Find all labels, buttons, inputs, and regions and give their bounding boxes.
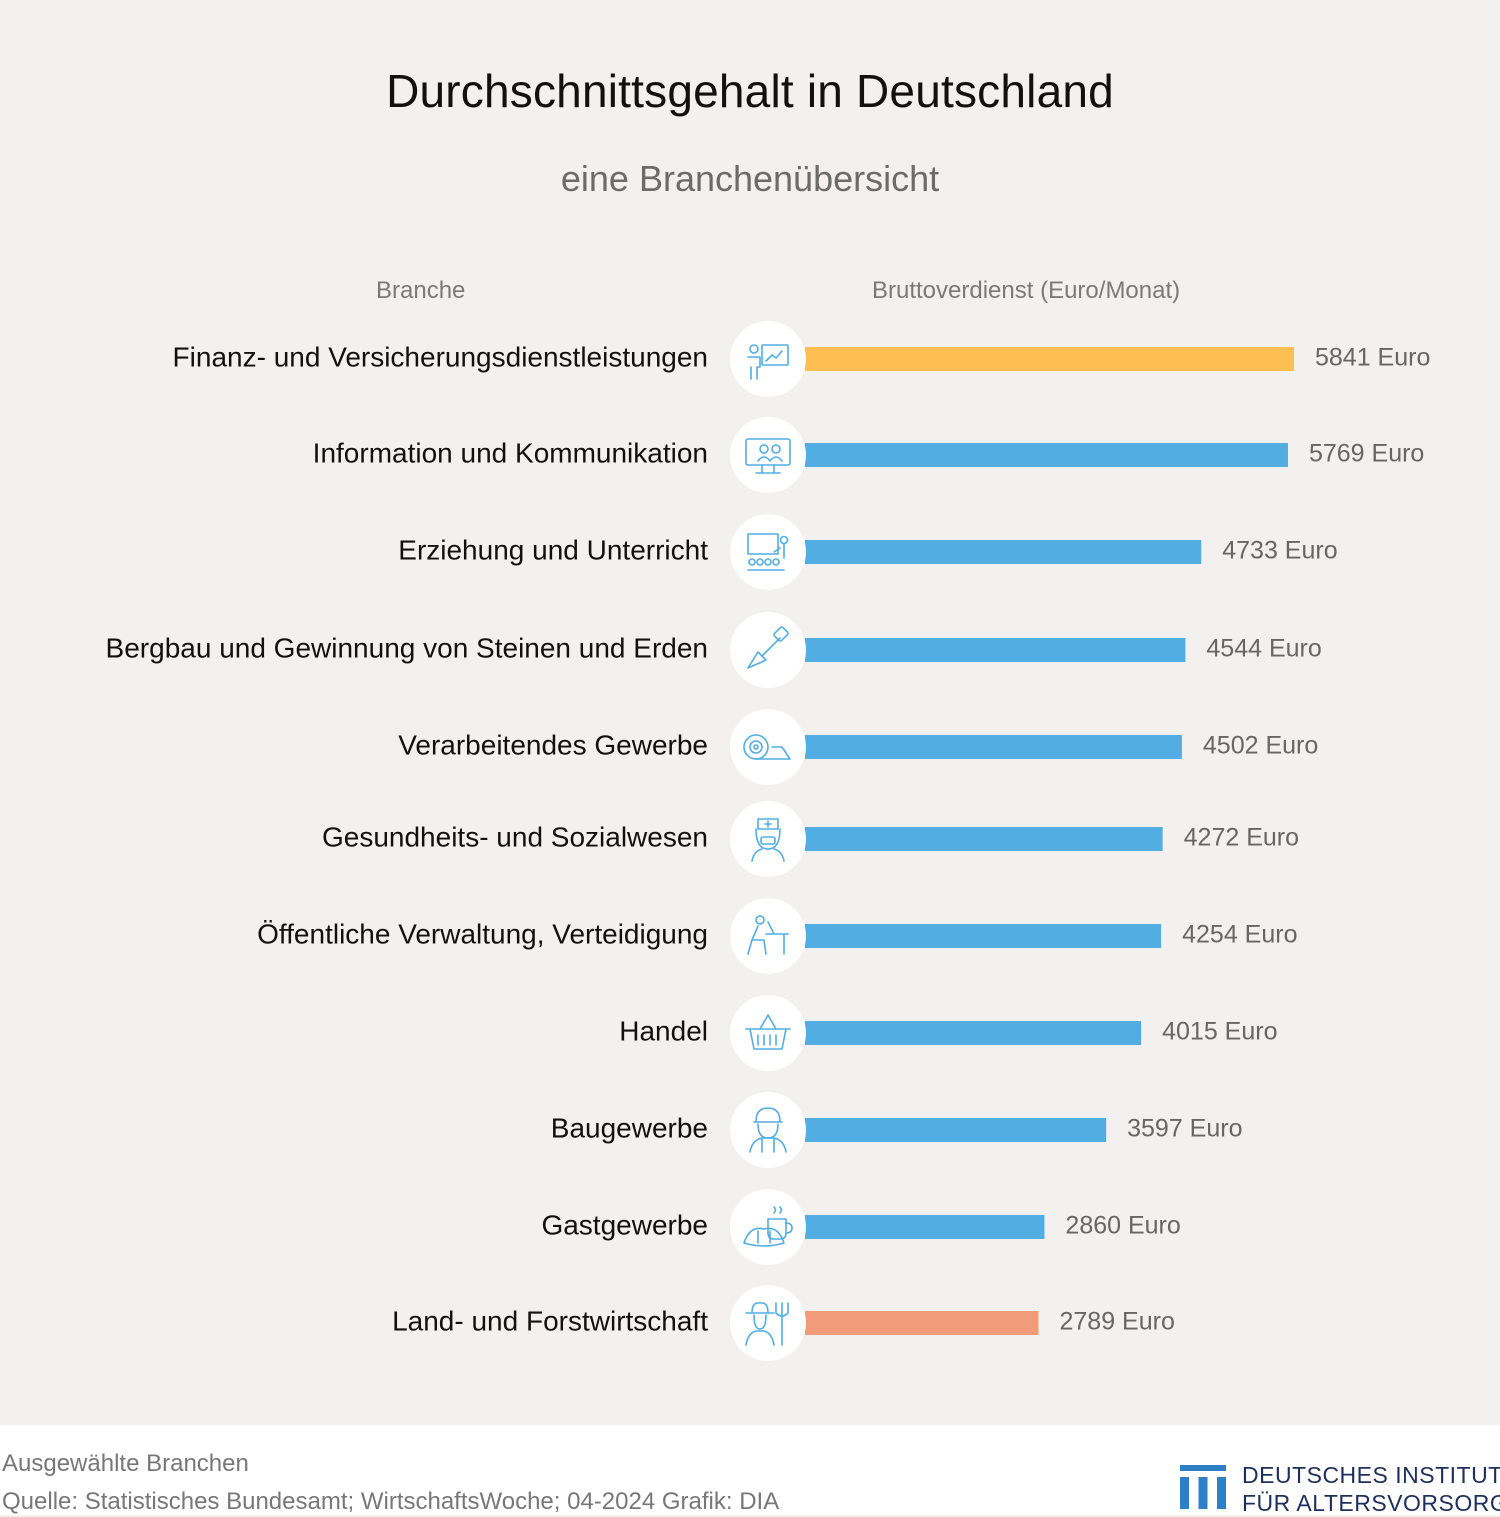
logo-text-line1: DEUTSCHES INSTITUT: [1242, 1462, 1500, 1488]
presentation-chart-icon: [730, 321, 806, 397]
bar: [805, 827, 1163, 851]
category-label: Baugewerbe: [551, 1112, 708, 1143]
category-label: Gesundheits- und Sozialwesen: [322, 821, 708, 852]
classroom-icon: [730, 514, 806, 590]
category-label: Verarbeitendes Gewerbe: [398, 729, 708, 760]
nurse-icon: [730, 801, 806, 877]
category-label: Bergbau und Gewinnung von Steinen und Er…: [106, 632, 708, 663]
bar: [805, 735, 1182, 759]
footer-note: Ausgewählte Branchen: [2, 1450, 249, 1477]
farmer-icon: [730, 1285, 806, 1361]
bar: [805, 924, 1162, 948]
bar-chart: Finanz- und Versicherungsdienstleistunge…: [106, 321, 1430, 1361]
logo-text-line2: FÜR ALTERSVORSORGE: [1242, 1490, 1500, 1516]
category-label: Land- und Forstwirtschaft: [392, 1305, 708, 1336]
value-label: 2789 Euro: [1059, 1308, 1174, 1336]
chart-title: Durchschnittsgehalt in Deutschland: [386, 65, 1114, 117]
value-label: 4502 Euro: [1203, 732, 1318, 760]
chart-subtitle: eine Branchenübersicht: [560, 158, 940, 199]
category-column-header: Branche: [376, 277, 466, 304]
footer: Ausgewählte Branchen Quelle: Statistisch…: [0, 1425, 1500, 1516]
value-label: 4015 Euro: [1162, 1018, 1277, 1046]
value-label: 5769 Euro: [1309, 440, 1424, 468]
bar: [805, 347, 1294, 371]
bar: [805, 1021, 1142, 1045]
value-label: 4544 Euro: [1206, 635, 1321, 663]
bar: [805, 1311, 1039, 1335]
construction-worker-icon: [730, 1092, 806, 1168]
value-column-header: Bruttoverdienst (Euro/Monat): [872, 277, 1181, 304]
bar: [805, 1118, 1107, 1142]
office-worker-icon: [730, 898, 806, 974]
bar: [805, 638, 1186, 662]
category-label: Information und Kommunikation: [313, 437, 708, 468]
value-label: 4272 Euro: [1184, 824, 1299, 852]
bar: [805, 1215, 1045, 1239]
category-label: Öffentliche Verwaltung, Verteidigung: [257, 918, 708, 949]
value-label: 2860 Euro: [1065, 1212, 1180, 1240]
bar: [805, 443, 1288, 467]
footer-source: Quelle: Statistisches Bundesamt; Wirtsch…: [2, 1488, 780, 1515]
value-label: 3597 Euro: [1127, 1115, 1242, 1143]
category-label: Erziehung und Unterricht: [398, 534, 708, 565]
category-label: Finanz- und Versicherungsdienstleistunge…: [173, 341, 708, 372]
bar: [805, 540, 1202, 564]
shovel-icon: [730, 612, 806, 688]
value-label: 4254 Euro: [1182, 921, 1297, 949]
fabric-roll-icon: [730, 709, 806, 785]
coffee-croissant-icon: [730, 1189, 806, 1265]
dia-logo-icon: [1180, 1465, 1226, 1509]
video-conference-icon: [730, 417, 806, 493]
value-label: 4733 Euro: [1222, 537, 1337, 565]
category-label: Gastgewerbe: [541, 1209, 708, 1240]
shopping-basket-icon: [730, 995, 806, 1071]
value-label: 5841 Euro: [1315, 344, 1430, 372]
category-label: Handel: [619, 1015, 708, 1046]
